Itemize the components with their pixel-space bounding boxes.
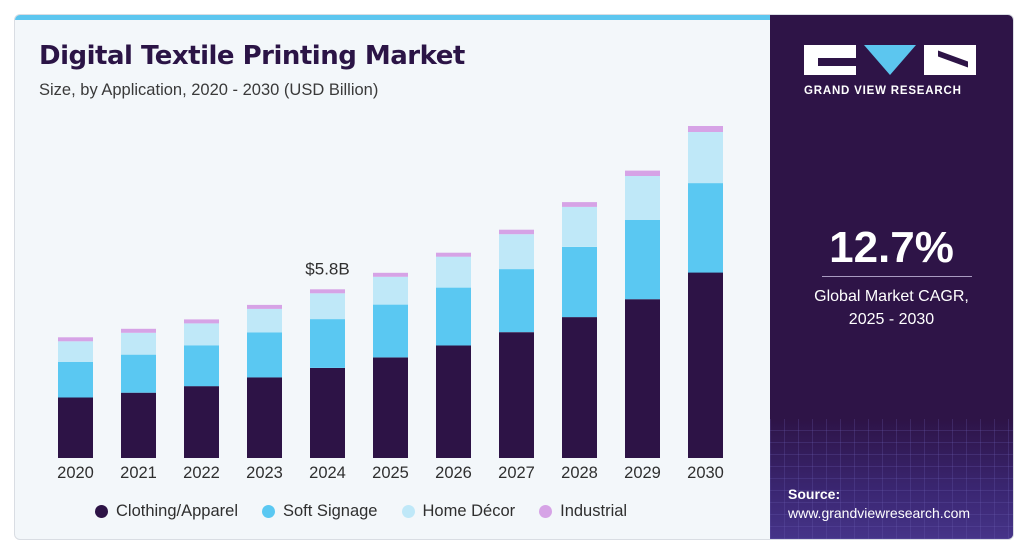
bar-2020-home-d-cor [58, 341, 93, 362]
x-tick-label-2027: 2027 [498, 464, 535, 482]
brand-sidebar: GRAND VIEW RESEARCH 12.7% Global Market … [770, 15, 1013, 539]
bar-2023-industrial [247, 304, 282, 309]
bar-2023-soft-signage [247, 332, 282, 378]
bar-2025-industrial [373, 272, 408, 277]
legend-swatch-home-decor [401, 504, 415, 518]
brand-logo: GRAND VIEW RESEARCH [804, 45, 984, 97]
bar-2028-home-d-cor [562, 206, 597, 247]
legend-item-clothing: Clothing/Apparel [95, 502, 238, 521]
x-tick-label-2024: 2024 [309, 464, 346, 482]
legend-item-home-decor: Home Décor [401, 501, 516, 521]
logo-g-icon [804, 45, 856, 75]
bar-2020-soft-signage [58, 362, 93, 398]
bar-2029-clothing-apparel [625, 299, 660, 458]
source-url: www.grandviewresearch.com [788, 505, 971, 521]
legend-label-industrial: Industrial [560, 501, 628, 520]
bar-2028-industrial [562, 202, 597, 207]
bar-2022-industrial [184, 319, 219, 324]
source-label: Source: [788, 486, 841, 502]
x-tick-label-2029: 2029 [624, 464, 661, 482]
x-tick-label-2026: 2026 [435, 464, 472, 482]
bar-2021-home-d-cor [121, 332, 156, 355]
bar-2028-clothing-apparel [562, 317, 597, 458]
accent-bar [15, 15, 770, 20]
bar-2027-industrial [499, 229, 534, 235]
x-tick-label-2020: 2020 [57, 464, 94, 482]
logo-r-icon [924, 45, 976, 75]
x-tick-label-2021: 2021 [120, 464, 157, 482]
bar-2021-industrial [121, 328, 156, 333]
logo-marks [804, 45, 984, 75]
cagr-label-line1: Global Market CAGR, [814, 288, 969, 305]
bar-2030-clothing-apparel [688, 272, 723, 458]
bar-2027-clothing-apparel [499, 332, 534, 458]
cagr-label-line2: 2025 - 2030 [848, 311, 935, 328]
bar-2024-clothing-apparel [310, 368, 345, 458]
bar-2025-clothing-apparel [373, 357, 408, 458]
bar-2029-soft-signage [625, 220, 660, 300]
bar-2027-soft-signage [499, 269, 534, 333]
x-tick-label-2023: 2023 [246, 464, 283, 482]
bar-2022-clothing-apparel [184, 386, 219, 458]
legend-label-soft-signage: Soft Signage [283, 501, 378, 520]
chart-subtitle: Size, by Application, 2020 - 2030 (USD B… [39, 81, 379, 99]
bar-2027-home-d-cor [499, 234, 534, 270]
legend-item-industrial: Industrial [539, 502, 627, 521]
cagr-label: Global Market CAGR, 2025 - 2030 [770, 285, 1013, 331]
data-label-2024: $5.8B [305, 259, 349, 278]
bar-2026-industrial [436, 252, 471, 257]
legend-swatch-industrial [539, 504, 553, 518]
bar-2022-soft-signage [184, 345, 219, 387]
chart-title: Digital Textile Printing Market [39, 41, 465, 71]
x-tick-label-2025: 2025 [372, 464, 409, 482]
legend-item-soft-signage: Soft Signage [262, 502, 378, 521]
bar-2030-industrial [688, 126, 723, 132]
chart-legend: Clothing/Apparel Soft Signage Home Décor… [95, 499, 627, 523]
bar-2026-soft-signage [436, 287, 471, 346]
brand-name: GRAND VIEW RESEARCH [804, 85, 962, 97]
bar-2023-home-d-cor [247, 308, 282, 333]
legend-label-home-decor: Home Décor [422, 501, 516, 520]
x-tick-label-2022: 2022 [183, 464, 220, 482]
legend-swatch-clothing [95, 504, 108, 518]
logo-v-icon [864, 45, 916, 75]
bar-2020-clothing-apparel [58, 397, 93, 458]
bar-2020-industrial [58, 337, 93, 342]
source-note: Source: www.grandviewresearch.com [788, 485, 970, 523]
bar-2030-home-d-cor [688, 132, 723, 184]
bar-2024-home-d-cor [310, 293, 345, 320]
stacked-bar-chart: 2020 2021 2022 2023 2024 $5.8B 2025 2026 2027 202… [57, 126, 724, 482]
bar-2029-industrial [625, 170, 660, 176]
bar-2023-clothing-apparel [247, 377, 282, 458]
bar-2029-home-d-cor [625, 176, 660, 220]
bar-2025-home-d-cor [373, 276, 408, 305]
bar-2025-soft-signage [373, 304, 408, 358]
decorative-grid [770, 419, 1013, 539]
bar-2022-home-d-cor [184, 323, 219, 346]
bar-2021-clothing-apparel [121, 392, 156, 458]
bar-2026-clothing-apparel [436, 345, 471, 458]
bar-2030-soft-signage [688, 183, 723, 273]
bar-2024-industrial [310, 289, 345, 294]
bar-2024-soft-signage [310, 319, 345, 368]
bar-2021-soft-signage [121, 354, 156, 393]
bar-2028-soft-signage [562, 247, 597, 318]
legend-swatch-soft-signage [262, 504, 275, 518]
cagr-divider [822, 276, 972, 277]
x-tick-label-2030: 2030 [687, 464, 724, 482]
bar-2026-home-d-cor [436, 256, 471, 288]
legend-label-clothing: Clothing/Apparel [116, 501, 238, 520]
x-tick-label-2028: 2028 [561, 464, 598, 482]
infographic-card: Digital Textile Printing Market Size, by… [14, 14, 1014, 540]
cagr-value: 12.7% [829, 223, 954, 272]
